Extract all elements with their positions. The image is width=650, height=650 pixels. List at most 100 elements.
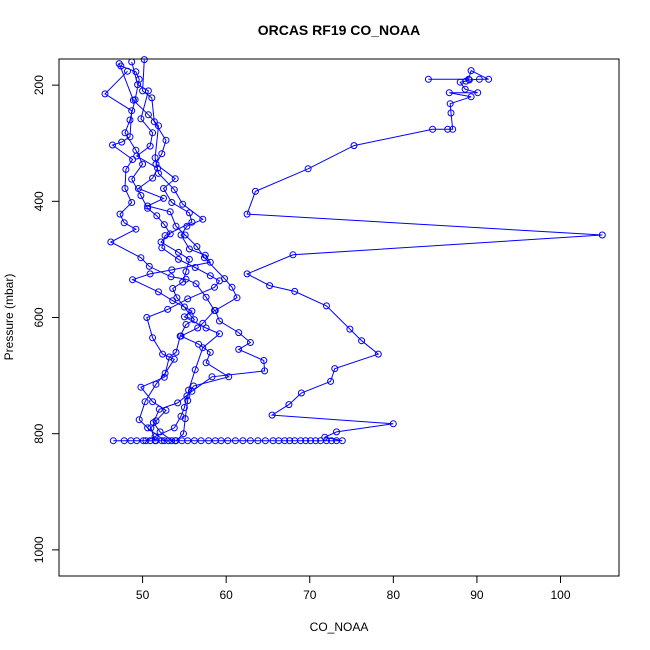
data-point — [358, 337, 366, 345]
data-point — [155, 405, 163, 413]
data-point — [116, 210, 124, 218]
data-point — [149, 398, 157, 406]
data-point — [177, 231, 185, 239]
data-point — [151, 433, 159, 441]
data-point — [109, 437, 117, 445]
data-point — [140, 56, 148, 64]
data-point — [128, 199, 136, 206]
series-line — [120, 65, 196, 441]
data-point — [143, 314, 151, 321]
data-point — [144, 202, 152, 210]
y-tick-label: 1000 — [32, 536, 46, 563]
data-point — [323, 302, 330, 310]
data-point — [350, 142, 358, 150]
data-point — [243, 270, 251, 278]
data-point — [331, 365, 339, 373]
data-point — [182, 268, 190, 276]
data-point — [169, 285, 177, 292]
data-point — [251, 187, 259, 195]
data-point — [188, 307, 196, 315]
y-tick-label: 200 — [32, 75, 46, 95]
data-point — [206, 348, 214, 356]
data-point — [158, 437, 166, 445]
data-point — [158, 244, 166, 252]
data-point — [321, 433, 329, 441]
data-point — [153, 212, 161, 220]
data-point — [239, 437, 247, 445]
data-point — [181, 415, 189, 423]
data-point — [174, 399, 182, 407]
x-axis: 50 60 70 80 90 100 — [136, 575, 571, 602]
data-point — [184, 437, 192, 445]
data-point — [171, 175, 179, 183]
data-point — [147, 424, 155, 432]
data-point — [146, 142, 154, 150]
data-point — [168, 266, 176, 274]
data-point — [152, 417, 160, 425]
data-point — [149, 129, 157, 137]
data-point — [216, 330, 223, 338]
data-point — [246, 437, 254, 445]
data-point — [158, 150, 166, 158]
data-point — [148, 94, 156, 102]
data-point — [180, 404, 188, 411]
data-point — [135, 75, 143, 83]
y-axis-label: Pressure (mbar) — [2, 274, 16, 361]
data-point — [168, 199, 176, 206]
data-point — [286, 437, 294, 445]
data-point — [124, 67, 131, 75]
data-point — [168, 437, 176, 445]
data-point — [333, 428, 340, 436]
data-point — [243, 210, 251, 218]
data-point — [201, 251, 209, 259]
data-point — [261, 437, 269, 445]
data-point — [150, 118, 158, 126]
x-tick-label: 70 — [303, 588, 317, 602]
data-point — [160, 194, 167, 202]
data-point — [109, 141, 116, 149]
data-point — [139, 87, 147, 95]
x-tick-label: 100 — [550, 588, 570, 602]
data-point — [185, 255, 193, 263]
data-point — [185, 209, 193, 217]
data-point — [246, 339, 254, 346]
data-point — [323, 437, 330, 445]
data-point — [149, 334, 157, 342]
data-point — [170, 424, 178, 432]
x-axis-label: CO_NOAA — [310, 620, 369, 634]
data-point — [129, 96, 137, 104]
y-tick-label: 400 — [32, 191, 46, 211]
data-point — [465, 75, 473, 83]
data-point — [346, 325, 354, 333]
data-point — [155, 288, 162, 296]
data-point — [216, 317, 223, 325]
data-point — [216, 277, 223, 285]
data-point — [185, 386, 193, 394]
data-point — [122, 165, 130, 173]
data-point — [195, 340, 203, 348]
data-point — [141, 398, 149, 406]
data-point — [261, 367, 269, 375]
data-point — [160, 437, 168, 445]
data-point — [128, 107, 136, 115]
data-point — [175, 255, 182, 263]
data-point — [461, 85, 469, 93]
data-point — [155, 122, 162, 130]
data-point — [179, 200, 187, 208]
data-point — [155, 169, 162, 177]
data-point — [107, 238, 115, 246]
data-point — [128, 175, 136, 183]
data-point — [449, 125, 457, 133]
data-point — [199, 319, 207, 327]
data-point — [126, 133, 134, 141]
data-point — [260, 357, 268, 364]
data-point — [152, 380, 160, 388]
data-point — [598, 231, 606, 239]
y-tick-label: 600 — [32, 307, 46, 327]
data-point — [170, 355, 178, 363]
data-point — [231, 437, 239, 445]
chart-title: ORCAS RF19 CO_NOAA — [258, 22, 421, 38]
data-point — [156, 428, 164, 436]
data-point — [206, 258, 214, 266]
